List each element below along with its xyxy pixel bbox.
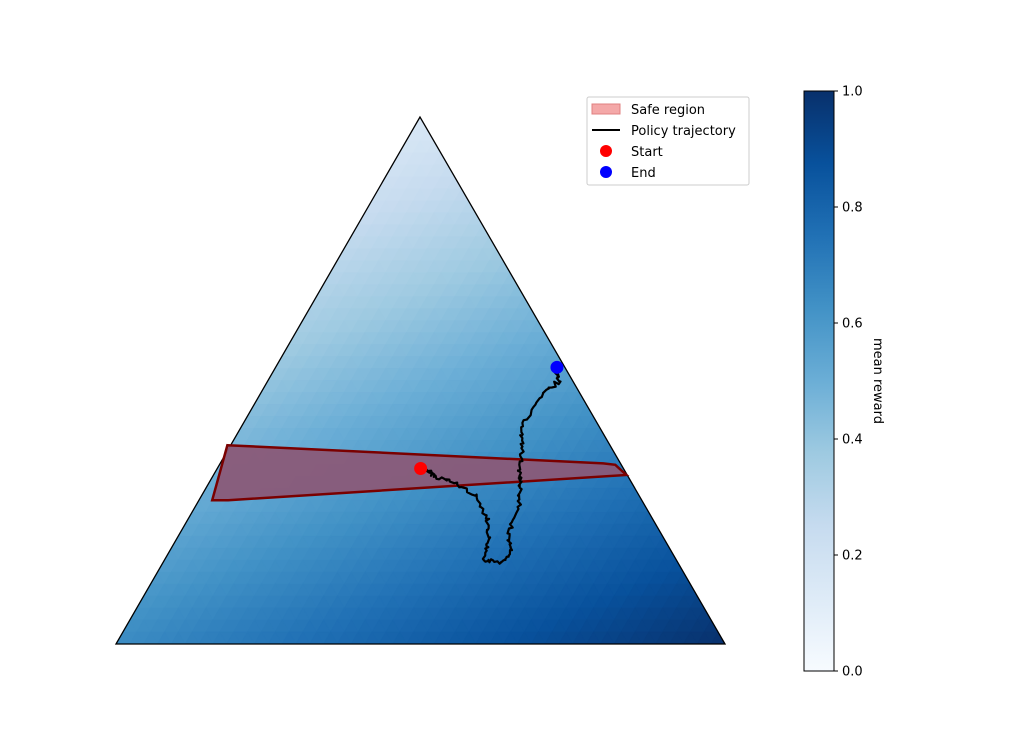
start-marker [414, 462, 428, 476]
heatmap-cell [599, 631, 615, 644]
legend-swatch-safe-region [591, 103, 621, 115]
heatmap-cell [184, 631, 200, 644]
heatmap-cell [378, 631, 394, 644]
heatmap-cell [412, 117, 428, 130]
heatmap-cell [198, 631, 214, 644]
policy-trajectory-line [418, 366, 562, 565]
heatmap-cell [572, 631, 588, 644]
legend-swatch-start [600, 145, 612, 157]
heatmap-cell [447, 631, 463, 644]
heatmap-cell [461, 631, 477, 644]
heatmap-cell [226, 631, 242, 644]
heatmap-cell [309, 631, 325, 644]
heatmap-cell [682, 631, 699, 644]
heatmap-cell [392, 631, 408, 644]
heatmap-cell [613, 631, 629, 644]
heatmap-cell [364, 631, 380, 644]
heatmap-cell [530, 631, 546, 644]
legend-label-safe-region: Safe region [631, 103, 705, 118]
heatmap-cell [502, 631, 519, 644]
end-marker [550, 360, 564, 374]
heatmap-cell [585, 631, 602, 644]
heatmap-cell [516, 631, 532, 644]
heatmap-cell [336, 631, 352, 644]
heatmap-cell [668, 631, 685, 644]
heatmap-cell [433, 631, 449, 644]
heatmap-cell [295, 631, 311, 644]
heatmap-cell [627, 631, 643, 644]
heatmap-cell [655, 631, 671, 644]
heatmap-cell [641, 631, 657, 644]
simplex-heatmap [116, 117, 725, 644]
colorbar-tick-label: 0.0 [842, 665, 863, 680]
heatmap-cell [253, 631, 269, 644]
heatmap-cell [350, 631, 366, 644]
heatmap-cell [142, 631, 159, 644]
heatmap-cell [419, 631, 436, 644]
heatmap-cell [544, 631, 560, 644]
heatmap-cell [170, 631, 186, 644]
colorbar-tick-label: 1.0 [842, 85, 863, 100]
heatmap-cell [696, 631, 712, 644]
heatmap-cell [558, 631, 574, 644]
legend-swatch-end [600, 166, 612, 178]
heatmap-cell [267, 631, 283, 644]
colorbar: 0.0 0.2 0.4 0.6 0.8 1.0 mean reward [803, 85, 885, 680]
legend-label-start: Start [631, 145, 663, 160]
legend-label-trajectory: Policy trajectory [631, 124, 736, 139]
colorbar-tick-label: 0.2 [842, 549, 863, 564]
heatmap-cell [489, 631, 505, 644]
legend-frame [586, 96, 750, 186]
simplex-outline [114, 115, 727, 645]
colorbar-tick-label: 0.8 [842, 201, 863, 216]
heatmap-cell [281, 631, 297, 644]
heatmap-cell [405, 631, 422, 644]
heatmap-cell [129, 631, 145, 644]
heatmap-cell [212, 631, 228, 644]
heatmap-cell [475, 631, 491, 644]
colorbar-tick-label: 0.4 [842, 433, 863, 448]
colorbar-tick-label: 0.6 [842, 317, 863, 332]
colorbar-bar [803, 90, 835, 672]
heatmap-cell [322, 631, 339, 644]
legend: Safe region Policy trajectory Start End [586, 96, 750, 186]
heatmap-cell [156, 631, 173, 644]
legend-label-end: End [631, 166, 656, 181]
heatmap-cell [239, 631, 256, 644]
colorbar-label: mean reward [870, 338, 885, 424]
